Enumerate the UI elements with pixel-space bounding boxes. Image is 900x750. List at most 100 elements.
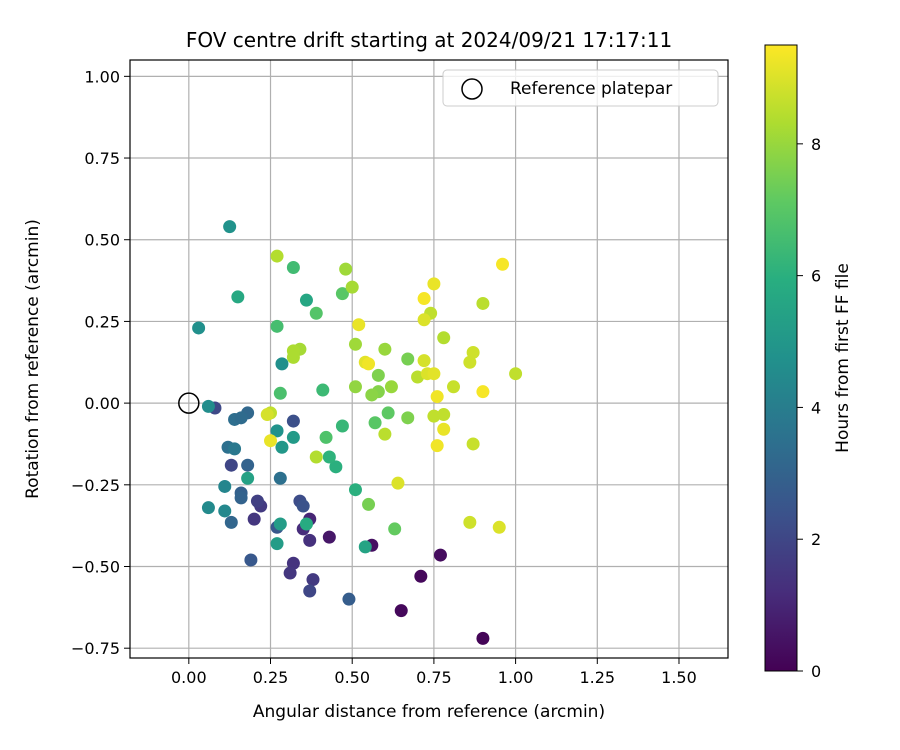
scatter-point [509, 367, 523, 381]
x-tick-label: 0.75 [416, 668, 452, 687]
colorbar-ticks: 0 2 4 6 8 [797, 135, 821, 681]
legend-label: Reference platepar [510, 79, 672, 99]
scatter-point [224, 515, 238, 529]
scatter-point [348, 380, 362, 394]
reference-platepar-marker [178, 392, 200, 414]
colorbar-gradient [764, 44, 798, 672]
scatter-point [309, 306, 323, 320]
scatter-point [411, 370, 425, 384]
scatter-point [463, 355, 477, 369]
scatter-point [492, 520, 506, 534]
scatter-point [286, 261, 300, 275]
scatter-points [192, 220, 523, 645]
legend: Reference platepar [442, 69, 719, 107]
scatter-point [394, 604, 408, 618]
chart-title: FOV centre drift starting at 2024/09/21 … [186, 28, 672, 52]
y-tick-label: 0.00 [84, 394, 120, 413]
scatter-point [224, 458, 238, 472]
scatter-point [201, 399, 215, 413]
y-tick-label: −0.50 [71, 558, 120, 577]
scatter-point [322, 530, 336, 544]
scatter-point [231, 290, 245, 304]
y-tick-label: 0.50 [84, 231, 120, 250]
scatter-point [192, 321, 206, 335]
scatter-point [378, 342, 392, 356]
y-tick-label: −0.75 [71, 639, 120, 658]
scatter-point [250, 494, 264, 508]
colorbar-label: Hours from first FF file [833, 263, 853, 453]
scatter-point [352, 318, 366, 332]
scatter-point [247, 512, 261, 526]
scatter-point [368, 416, 382, 430]
scatter-point [358, 540, 372, 554]
colorbar-tick-label: 6 [811, 267, 821, 286]
scatter-point [437, 331, 451, 345]
y-tick-label: 0.25 [84, 312, 120, 331]
x-tick-label: 1.50 [661, 668, 697, 687]
scatter-point [241, 458, 255, 472]
scatter-point [433, 548, 447, 562]
y-axis-ticks: −0.75 −0.50 −0.25 0.00 0.25 0.50 0.75 1.00 [71, 67, 130, 658]
scatter-point [286, 556, 300, 570]
scatter-point [335, 287, 349, 301]
colorbar-tick-label: 0 [811, 662, 821, 681]
scatter-point [348, 337, 362, 351]
scatter-point [496, 257, 510, 271]
scatter-point [417, 354, 431, 368]
legend-box [442, 69, 719, 107]
scatter-point [365, 388, 379, 402]
scatter-point [234, 491, 248, 505]
scatter-point [417, 313, 431, 327]
scatter-point [286, 350, 300, 364]
scatter-point [388, 522, 402, 536]
colorbar-tick-label: 4 [811, 398, 821, 417]
scatter-point [447, 380, 461, 394]
grid-lines [130, 60, 728, 658]
scatter-point [218, 504, 232, 518]
scatter-point [362, 357, 376, 371]
scatter-point [335, 419, 349, 433]
scatter-point [466, 345, 480, 359]
legend-marker-icon [461, 78, 483, 100]
scatter-point [309, 450, 323, 464]
scatter-point [270, 537, 284, 551]
scatter-point [427, 367, 441, 381]
scatter-point [286, 414, 300, 428]
scatter-point [273, 471, 287, 485]
scatter-point [286, 430, 300, 444]
scatter-point [348, 483, 362, 497]
x-tick-label: 1.25 [579, 668, 615, 687]
scatter-point [273, 517, 287, 531]
scatter-point [391, 476, 405, 490]
scatter-point [463, 515, 477, 529]
y-tick-label: 0.75 [84, 149, 120, 168]
scatter-point [466, 437, 480, 451]
scatter-point [427, 277, 441, 291]
x-axis-ticks: 0.00 0.25 0.50 0.75 1.00 1.25 1.50 [171, 658, 697, 687]
scatter-point [228, 442, 242, 456]
colorbar-tick-label: 2 [811, 530, 821, 549]
y-tick-label: −0.25 [71, 476, 120, 495]
scatter-point [329, 460, 343, 474]
scatter-point [306, 573, 320, 587]
scatter-point [384, 380, 398, 394]
scatter-point [345, 280, 359, 294]
scatter-point [319, 430, 333, 444]
scatter-point [275, 357, 289, 371]
scatter-point [378, 427, 392, 441]
scatter-point [437, 422, 451, 436]
scatter-point [437, 408, 451, 422]
scatter-point [401, 411, 415, 425]
scatter-point [303, 584, 317, 598]
y-tick-label: 1.00 [84, 67, 120, 86]
scatter-point [270, 319, 284, 333]
scatter-point [342, 592, 356, 606]
x-tick-label: 0.00 [171, 668, 207, 687]
scatter-point [303, 533, 317, 547]
scatter-point [223, 220, 237, 234]
scatter-point [417, 292, 431, 306]
colorbar: 0 2 4 6 8 Hours from first FF file [764, 44, 853, 681]
scatter-point [339, 262, 353, 276]
plot-frame [129, 59, 729, 659]
